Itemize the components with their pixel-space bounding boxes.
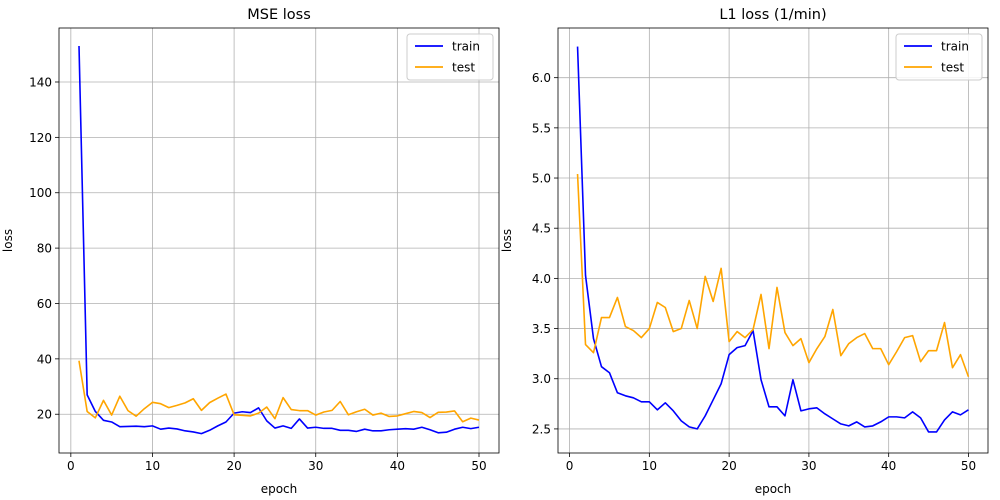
x-tick-label: 40 (390, 459, 405, 473)
x-tick: 20 (226, 453, 242, 473)
legend-label: test (452, 61, 475, 75)
y-tick-label: 6.0 (532, 71, 551, 85)
x-tick: 50 (471, 453, 487, 473)
legend-label: test (941, 61, 964, 75)
x-tick: 30 (308, 453, 323, 473)
y-tick-label: 120 (29, 131, 52, 145)
x-tick-label: 0 (566, 459, 574, 473)
x-tick-label: 10 (642, 459, 657, 473)
x-axis-label: epoch (755, 482, 792, 496)
x-tick-label: 10 (145, 459, 160, 473)
y-axis-label: loss (1, 229, 15, 252)
grid (558, 28, 988, 453)
x-tick-label: 40 (881, 459, 896, 473)
y-tick: 4.0 (532, 272, 558, 286)
x-tick: 10 (145, 453, 160, 473)
y-tick-label: 40 (37, 352, 52, 366)
x-tick: 10 (642, 453, 657, 473)
axes-frame (557, 27, 989, 454)
y-tick: 140 (29, 75, 59, 89)
series-line-test (78, 360, 480, 423)
legend-box (895, 33, 983, 81)
series-group (78, 45, 480, 435)
series-line-train (576, 46, 969, 433)
x-tick-label: 20 (721, 459, 736, 473)
legend-item-test: test (415, 61, 475, 75)
x-tick: 0 (566, 453, 574, 473)
chart-panel-1: 0 10 20 30 40 50 20 40 60 80 100 120 140 MSE loss epoc… (1, 7, 500, 496)
x-tick-label: 20 (226, 459, 241, 473)
grid (59, 28, 499, 453)
x-tick: 30 (801, 453, 817, 473)
y-tick-label: 3.5 (532, 322, 551, 336)
y-tick: 5.0 (532, 172, 558, 186)
legend-label: train (452, 40, 480, 54)
y-axis-label: loss (500, 229, 514, 252)
y-tick: 20 (37, 408, 59, 422)
x-tick: 0 (67, 453, 75, 473)
x-tick-label: 30 (308, 459, 323, 473)
series-line-train (78, 45, 480, 435)
chart-panel-2: 0 10 20 30 40 50 2.5 3.0 3.5 4.0 4.5 5.0 5.5 6.0 L1 lo… (500, 7, 989, 496)
x-tick-label: 0 (67, 459, 75, 473)
x-tick-label: 50 (961, 459, 976, 473)
chart-title: L1 loss (1/min) (719, 7, 826, 23)
y-tick: 120 (29, 131, 59, 145)
x-tick-label: 50 (471, 459, 486, 473)
x-tick-label: 30 (801, 459, 816, 473)
axes-frame (58, 27, 500, 454)
chart-title: MSE loss (247, 7, 311, 23)
y-tick: 6.0 (532, 71, 558, 85)
x-tick: 50 (961, 453, 976, 473)
y-tick-label: 4.5 (532, 222, 551, 236)
y-tick: 2.5 (532, 422, 558, 436)
y-tick-label: 5.5 (532, 121, 551, 135)
y-tick-label: 80 (37, 242, 52, 256)
y-tick-label: 2.5 (532, 422, 551, 436)
series-line-test (576, 173, 970, 378)
y-tick: 40 (37, 352, 59, 366)
y-tick: 60 (37, 297, 59, 311)
y-tick: 5.5 (532, 121, 558, 135)
y-tick-label: 3.0 (532, 372, 551, 386)
legend-item-train: train (415, 40, 480, 54)
series-group (576, 46, 970, 433)
legend-item-test: test (904, 61, 964, 75)
y-tick-label: 4.0 (532, 272, 551, 286)
y-tick: 100 (29, 186, 59, 200)
legend-item-train: train (904, 40, 969, 54)
y-tick: 3.0 (532, 372, 558, 386)
y-tick-label: 60 (37, 297, 52, 311)
y-tick-label: 20 (37, 408, 52, 422)
legend-label: train (941, 40, 969, 54)
x-tick: 20 (721, 453, 737, 473)
x-tick: 40 (881, 453, 896, 473)
y-tick-label: 140 (29, 75, 52, 89)
y-tick-label: 100 (29, 186, 52, 200)
x-axis-label: epoch (261, 482, 298, 496)
legend-box (406, 33, 494, 81)
y-tick: 3.5 (532, 322, 558, 336)
y-tick: 80 (37, 242, 59, 256)
y-tick-label: 5.0 (532, 172, 551, 186)
legend: train test (895, 33, 983, 81)
y-tick: 4.5 (532, 222, 558, 236)
x-tick: 40 (390, 453, 405, 473)
legend: train test (406, 33, 494, 81)
